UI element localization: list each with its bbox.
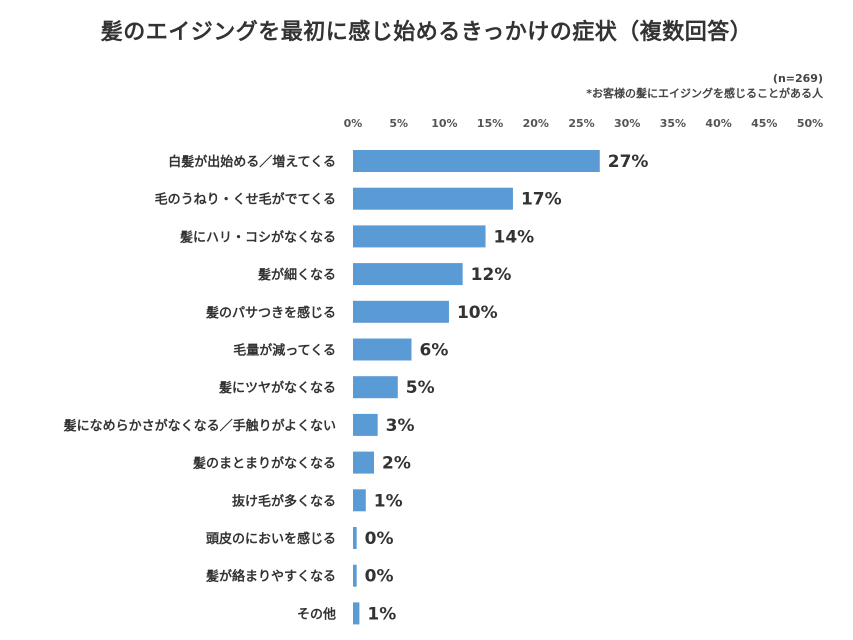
category-label: 白髪が出始める／増えてくる bbox=[168, 154, 336, 170]
category-label: 抜け毛が多くなる bbox=[232, 493, 336, 509]
bar bbox=[353, 376, 398, 399]
chart-note: *お客様の髪にエイジングを感じることがある人 bbox=[586, 87, 823, 100]
bar bbox=[353, 413, 378, 436]
x-tick-label: 35% bbox=[660, 117, 686, 130]
x-tick-label: 30% bbox=[614, 117, 640, 130]
bar bbox=[353, 602, 360, 625]
category-label: 髪のまとまりがなくなる bbox=[192, 456, 336, 472]
x-tick-label: 5% bbox=[389, 117, 408, 130]
x-tick-label: 10% bbox=[431, 117, 457, 130]
category-label: その他 bbox=[297, 606, 336, 622]
category-label: 毛のうねり・くせ毛がでてくる bbox=[155, 192, 336, 208]
chart-title: 髪のエイジングを最初に感じ始めるきっかけの症状（複数回答） bbox=[100, 20, 753, 45]
value-label: 27% bbox=[608, 152, 649, 172]
x-tick-label: 40% bbox=[705, 117, 731, 130]
bar bbox=[353, 527, 357, 549]
value-label: 6% bbox=[419, 341, 448, 361]
value-label: 3% bbox=[386, 416, 415, 436]
bar bbox=[353, 338, 412, 361]
category-label: 頭皮のにおいを感じる bbox=[206, 531, 336, 547]
category-label: 髪になめらかさがなくなる／手触りがよくない bbox=[63, 418, 336, 434]
x-tick-label: 25% bbox=[568, 117, 594, 130]
category-label: 髪にツヤがなくなる bbox=[218, 380, 336, 396]
x-tick-label: 0% bbox=[344, 117, 363, 130]
bar bbox=[353, 263, 463, 286]
value-label: 10% bbox=[457, 303, 498, 323]
category-label: 髪のパサつきを感じる bbox=[205, 305, 336, 321]
category-label: 髪が細くなる bbox=[257, 267, 336, 283]
x-tick-label: 15% bbox=[477, 117, 503, 130]
x-tick-label: 45% bbox=[751, 117, 777, 130]
bar bbox=[353, 187, 513, 210]
bar bbox=[353, 451, 375, 474]
value-label: 12% bbox=[471, 265, 512, 285]
value-label: 14% bbox=[494, 227, 535, 247]
bar bbox=[353, 489, 366, 512]
bars: 白髪が出始める／増えてくる 27% 毛のうねり・くせ毛がでてくる 17% 髪にハリ・コシ… bbox=[63, 150, 649, 625]
category-label: 髪が絡まりやすくなる bbox=[205, 569, 336, 585]
sample-size-label: (n=269) bbox=[772, 72, 823, 85]
value-label: 1% bbox=[374, 491, 403, 511]
bar bbox=[353, 564, 357, 587]
bar bbox=[353, 150, 600, 172]
value-label: 17% bbox=[521, 190, 562, 210]
category-label: 毛量が減ってくる bbox=[233, 343, 336, 359]
category-label: 髪にハリ・コシがなくなる bbox=[179, 229, 336, 245]
bar bbox=[353, 300, 449, 323]
value-label: 2% bbox=[382, 454, 411, 474]
value-label: 0% bbox=[365, 567, 394, 587]
value-label: 1% bbox=[367, 604, 396, 624]
value-label: 0% bbox=[365, 529, 394, 549]
x-tick-label: 20% bbox=[523, 117, 549, 130]
bar bbox=[353, 225, 486, 248]
value-label: 5% bbox=[406, 378, 435, 398]
x-tick-label: 50% bbox=[797, 117, 823, 130]
x-axis-ticks: 0% 5% 10% 15% 20% 25% 30% 35% 40% 45% 50% bbox=[344, 117, 824, 130]
